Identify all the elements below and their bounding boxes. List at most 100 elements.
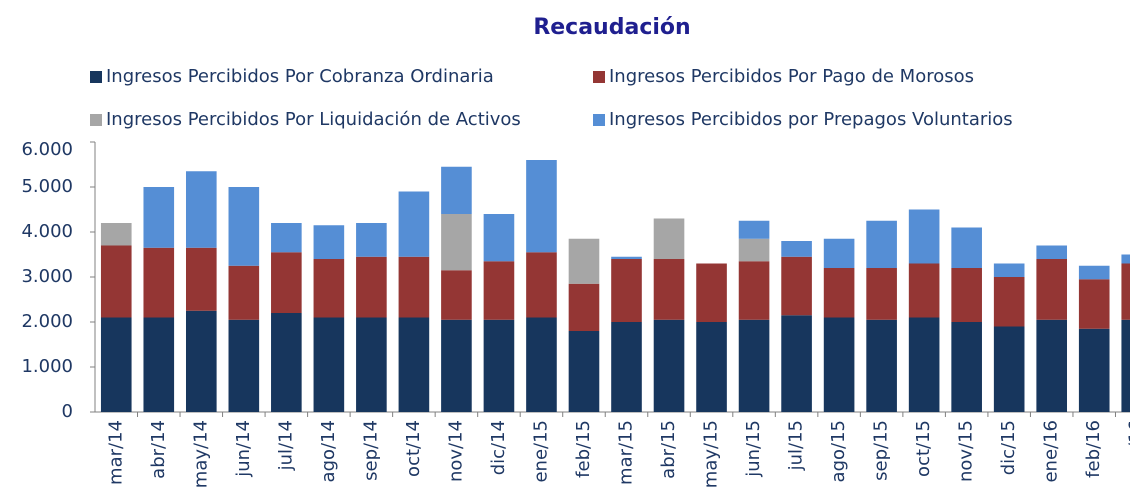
bar-segment <box>696 263 727 322</box>
legend-label: Ingresos Percibidos por Prepagos Volunta… <box>609 109 1013 130</box>
bar-segment <box>441 319 472 412</box>
bar-segment <box>228 187 260 266</box>
bar-segment <box>738 319 770 412</box>
x-tick-label: sep/15 <box>871 420 892 481</box>
x-tick-label: jun/15 <box>743 420 764 478</box>
x-tick-label: may/15 <box>701 420 722 488</box>
y-tick-label: 1.000 <box>21 356 73 377</box>
bar-segment <box>908 317 940 412</box>
bar-segment <box>228 265 260 320</box>
bar-segment <box>1036 319 1068 412</box>
x-tick-label: feb/15 <box>573 420 594 478</box>
x-tick-label: abr/14 <box>148 420 169 479</box>
bar-segment <box>738 238 770 262</box>
bar-segment <box>611 259 642 322</box>
bar-segment <box>100 223 132 246</box>
bar-segment <box>1121 319 1130 412</box>
bar-segment <box>781 241 812 257</box>
bar-segment <box>143 317 175 412</box>
bar-segment <box>483 319 515 412</box>
bar-segment <box>441 166 472 214</box>
bar-segment <box>866 319 897 412</box>
bar-segment <box>1036 259 1068 320</box>
bar-segment <box>313 317 345 412</box>
bar-segment <box>313 225 345 259</box>
x-tick-label: jul/15 <box>786 420 807 471</box>
bar-segment <box>951 227 982 268</box>
bar-segment <box>653 218 685 259</box>
y-tick-label: 2.000 <box>21 311 73 332</box>
bar-segment <box>1078 265 1110 280</box>
bar-segment <box>483 261 515 320</box>
x-tick-label: oct/14 <box>403 420 424 477</box>
x-tick-label: feb/16 <box>1083 420 1104 478</box>
legend-swatch <box>90 71 102 83</box>
x-tick-label: may/14 <box>190 420 211 488</box>
x-tick-label: jun/14 <box>233 420 254 478</box>
y-tick-label: 6.000 <box>21 139 73 160</box>
bar-segment <box>568 283 600 331</box>
bar-segment <box>483 214 515 262</box>
bar-segment <box>611 322 642 412</box>
chart-title: Recaudación <box>533 15 690 40</box>
bar-segment <box>653 259 685 320</box>
bar-segment <box>356 223 387 257</box>
bar-segment <box>738 261 770 320</box>
legend-swatch <box>593 114 605 126</box>
bar-segment <box>653 319 685 412</box>
legend-label: Ingresos Percibidos Por Pago de Morosos <box>609 66 974 87</box>
bar-segment <box>908 209 940 264</box>
y-tick-label: 0 <box>62 401 73 422</box>
bar-segment <box>993 277 1025 327</box>
x-tick-label: dic/14 <box>488 420 509 475</box>
legend-swatch <box>90 114 102 126</box>
x-tick-label: ago/14 <box>318 420 339 482</box>
bar-segment <box>1121 254 1130 264</box>
bar-segment <box>1121 263 1130 320</box>
bar-segment <box>738 220 770 239</box>
x-tick-label: nov/15 <box>956 420 977 482</box>
y-tick-label: 5.000 <box>21 176 73 197</box>
y-tick-label: 3.000 <box>21 266 73 287</box>
bar-segment <box>526 160 557 253</box>
bar-segment <box>143 247 175 318</box>
bar-segment <box>441 214 472 271</box>
bar-segment <box>271 313 302 412</box>
x-tick-label: ago/15 <box>828 420 849 482</box>
bar-segment <box>993 326 1025 412</box>
x-tick-label: abr/15 <box>658 420 679 479</box>
x-tick-label: dic/15 <box>998 420 1019 475</box>
bar-segment <box>228 319 260 412</box>
bar-segment <box>1078 328 1110 412</box>
bar-segment <box>398 317 430 412</box>
x-tick-label: mar/15 <box>616 420 637 485</box>
bar-segment <box>866 268 897 320</box>
bar-segment <box>398 191 430 257</box>
bar-segment <box>185 310 217 412</box>
bar-segment <box>526 317 557 412</box>
bar-segment <box>866 220 897 268</box>
bar-segment <box>441 270 472 320</box>
bar-segment <box>143 187 175 248</box>
bar-segment <box>271 252 302 313</box>
bar-segment <box>823 238 855 268</box>
bar-segment <box>951 322 982 412</box>
bar-segment <box>356 317 387 412</box>
bar-segment <box>313 259 345 318</box>
bar-segment <box>823 268 855 318</box>
x-tick-label: sep/14 <box>360 420 381 481</box>
bar-segment <box>271 223 302 253</box>
bar-segment <box>568 331 600 412</box>
bar-segment <box>398 256 430 318</box>
bar-segment <box>568 238 600 284</box>
bar-segment <box>993 263 1025 277</box>
legend-label: Ingresos Percibidos Por Cobranza Ordinar… <box>106 66 494 87</box>
bar-segment <box>951 268 982 322</box>
y-tick-label: 4.000 <box>21 221 73 242</box>
x-tick-label: ene/16 <box>1041 420 1062 483</box>
bar-segment <box>356 256 387 318</box>
bar-segment <box>1036 245 1068 259</box>
x-tick-label: mar/16 <box>1126 420 1130 485</box>
bar-segment <box>696 322 727 412</box>
